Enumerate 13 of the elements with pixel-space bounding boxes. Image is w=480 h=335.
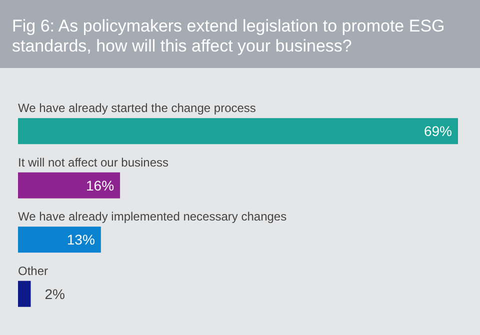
y-tick-label: It will not affect our business (18, 155, 169, 170)
data-label: 13% (66, 232, 95, 248)
y-tick-label: We have already implemented necessary changes (18, 210, 287, 224)
bar (18, 172, 120, 198)
chart-title: Fig 6: As policymakers extend legislation to promote ESG standards, how will this affect your business? (12, 16, 450, 56)
y-tick-label: Other (18, 264, 48, 278)
data-label: 69% (424, 123, 452, 140)
data-label: 16% (86, 177, 114, 194)
bar (18, 280, 31, 307)
data-label: 2% (44, 286, 65, 302)
bar (18, 118, 458, 144)
y-tick-label: We have already started the change process (18, 101, 256, 116)
bar (18, 226, 101, 253)
